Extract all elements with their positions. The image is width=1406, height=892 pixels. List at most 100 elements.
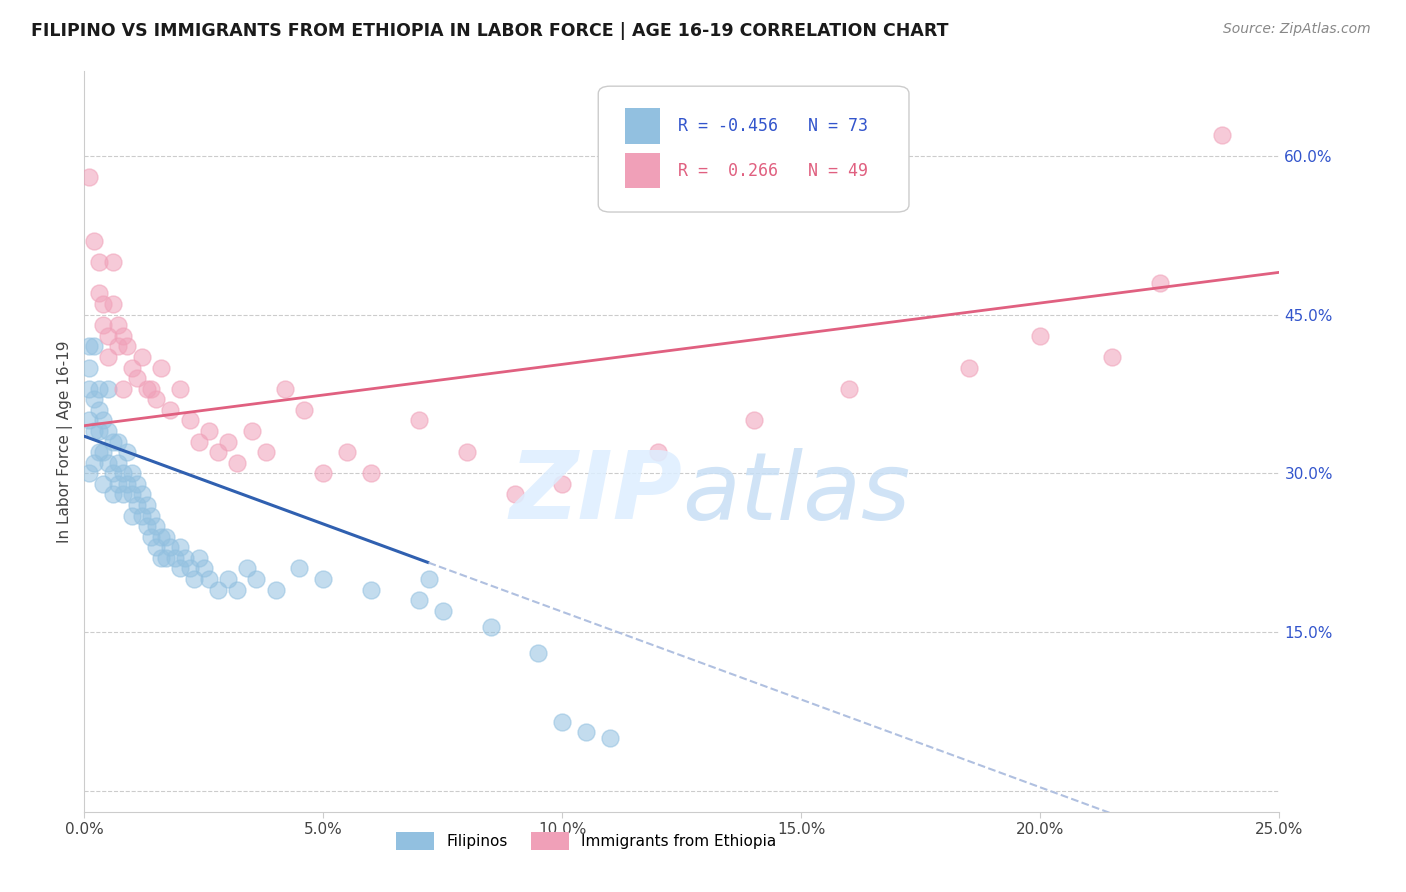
Text: R = -0.456   N = 73: R = -0.456 N = 73 (678, 117, 869, 136)
Point (551, 476, 574, 491)
Point (111, 487, 134, 501)
FancyBboxPatch shape (599, 87, 910, 212)
Point (254, 445, 277, 459)
Point (551, 714, 574, 729)
Point (141, 382, 163, 396)
Point (226, 456, 249, 470)
Point (107, 318, 129, 333)
Point (141, 530, 163, 544)
Point (77, 360, 100, 375)
Point (117, 445, 139, 459)
Text: R =  0.266   N = 49: R = 0.266 N = 49 (678, 161, 869, 179)
Legend: Filipinos, Immigrants from Ethiopia: Filipinos, Immigrants from Ethiopia (389, 826, 783, 856)
Point (1149, 276, 1171, 290)
Point (87, 254, 110, 268)
Point (83, 234, 105, 248)
Point (121, 467, 143, 481)
Point (169, 382, 191, 396)
Point (107, 434, 129, 449)
Text: ZIP: ZIP (509, 448, 682, 540)
Point (77, 467, 100, 481)
Point (169, 561, 191, 575)
Point (188, 434, 211, 449)
Point (107, 339, 129, 353)
Point (527, 646, 550, 660)
Point (264, 582, 287, 597)
Point (292, 402, 315, 417)
Point (183, 572, 205, 586)
Bar (624, 153, 661, 188)
Point (141, 508, 163, 523)
Point (173, 550, 195, 565)
Point (83, 339, 105, 353)
Point (77, 413, 100, 427)
Point (111, 382, 134, 396)
Point (135, 519, 157, 533)
Point (93, 445, 115, 459)
Point (197, 424, 219, 438)
Point (479, 619, 502, 633)
Point (107, 476, 129, 491)
Point (83, 424, 105, 438)
Point (207, 445, 229, 459)
Point (111, 328, 134, 343)
Point (97, 382, 120, 396)
Point (111, 467, 134, 481)
Text: atlas: atlas (682, 448, 910, 539)
Point (155, 550, 177, 565)
Point (121, 487, 143, 501)
Point (236, 561, 259, 575)
Point (360, 467, 382, 481)
Point (117, 339, 139, 353)
Point (217, 434, 239, 449)
Point (169, 541, 191, 555)
Point (360, 582, 382, 597)
Point (1029, 328, 1052, 343)
Point (131, 350, 153, 364)
Point (87, 445, 110, 459)
Point (83, 456, 105, 470)
Point (1101, 350, 1123, 364)
Point (101, 254, 124, 268)
Point (125, 476, 148, 491)
Point (155, 530, 177, 544)
Point (197, 572, 219, 586)
Text: Source: ZipAtlas.com: Source: ZipAtlas.com (1223, 22, 1371, 37)
Point (101, 434, 124, 449)
Point (179, 561, 201, 575)
Point (207, 582, 229, 597)
Y-axis label: In Labor Force | Age 16-19: In Labor Force | Age 16-19 (58, 340, 73, 543)
Point (97, 424, 120, 438)
Point (135, 382, 157, 396)
Point (226, 582, 249, 597)
Point (312, 572, 335, 586)
Point (432, 604, 454, 618)
Text: FILIPINO VS IMMIGRANTS FROM ETHIOPIA IN LABOR FORCE | AGE 16-19 CORRELATION CHAR: FILIPINO VS IMMIGRANTS FROM ETHIOPIA IN … (31, 22, 949, 40)
Point (408, 593, 430, 607)
Point (575, 725, 598, 739)
Point (87, 286, 110, 301)
Point (77, 170, 100, 185)
Point (93, 476, 115, 491)
Point (121, 360, 143, 375)
Point (1211, 128, 1233, 142)
Point (135, 498, 157, 512)
Point (165, 550, 187, 565)
Point (217, 572, 239, 586)
Point (97, 456, 120, 470)
Point (121, 508, 143, 523)
Point (145, 541, 167, 555)
Point (159, 541, 181, 555)
Point (159, 402, 181, 417)
Point (131, 508, 153, 523)
Point (97, 350, 120, 364)
Point (101, 487, 124, 501)
Point (418, 572, 440, 586)
Point (149, 360, 172, 375)
Point (456, 445, 478, 459)
Point (245, 572, 267, 586)
Point (838, 382, 860, 396)
Bar (624, 109, 661, 144)
Point (145, 392, 167, 407)
Point (149, 550, 172, 565)
